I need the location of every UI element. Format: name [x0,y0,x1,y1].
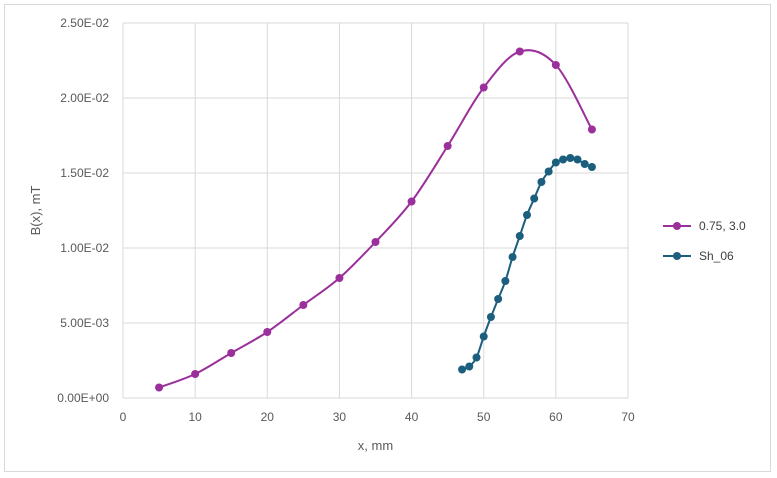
x-tick-label: 0 [120,410,127,424]
data-point [458,365,467,374]
y-tick-label: 0.00E+00 [57,391,109,405]
y-tick-labels: 0.00E+00 5.00E-03 1.00E-02 1.50E-02 2.00E-02… [57,16,109,405]
x-tick-label: 70 [621,410,635,424]
x-tick-labels: 0 10 20 30 40 50 60 70 [120,410,635,424]
data-point [227,349,236,357]
data-point [580,160,589,168]
series-2 [458,154,596,374]
data-point [472,353,481,362]
data-point [587,163,596,171]
data-point [371,238,380,246]
data-point [515,47,524,56]
data-point [155,383,164,392]
data-point [566,154,575,162]
data-point [537,178,546,186]
chart-area [4,4,771,472]
data-point [508,253,517,261]
data-point [501,277,510,285]
data-point [479,332,488,341]
gridlines [122,22,629,399]
data-point [551,158,560,167]
x-tick-label: 50 [477,410,491,424]
legend-item: Sh_06 [663,249,734,263]
data-point [263,328,272,336]
legend: 0.75, 3.0 Sh_06 [663,219,746,263]
data-point [443,142,452,150]
data-point [479,83,488,92]
legend-marker [673,222,681,230]
data-point [465,362,474,371]
series-1 [155,47,596,392]
data-point [299,301,308,309]
y-tick-label: 2.00E-02 [60,91,109,105]
x-tick-label: 40 [405,410,419,424]
data-point [551,61,560,69]
data-point [515,232,524,240]
y-tick-label: 5.00E-03 [60,316,109,330]
data-point [530,194,539,203]
data-point [335,274,344,282]
data-point [407,197,416,206]
x-tick-label: 10 [188,410,202,424]
y-tick-label: 1.00E-02 [60,241,109,255]
y-tick-label: 1.50E-02 [60,166,109,180]
data-point [494,295,503,303]
data-point [587,125,596,134]
x-tick-label: 20 [261,410,275,424]
data-point [191,370,200,378]
data-point [486,313,495,321]
legend-label: Sh_06 [699,249,734,263]
data-point [559,155,568,164]
x-tick-label: 30 [333,410,347,424]
legend-label: 0.75, 3.0 [699,219,746,233]
data-point [573,155,582,164]
y-axis-title: B(x), mT [28,186,43,236]
plot-series [155,47,596,392]
legend-item: 0.75, 3.0 [663,219,746,233]
y-tick-label: 2.50E-02 [60,16,109,30]
x-axis-title: x, mm [358,438,393,453]
data-point [523,211,531,219]
data-point [544,167,553,176]
x-tick-label: 60 [549,410,563,424]
legend-marker [673,252,681,260]
